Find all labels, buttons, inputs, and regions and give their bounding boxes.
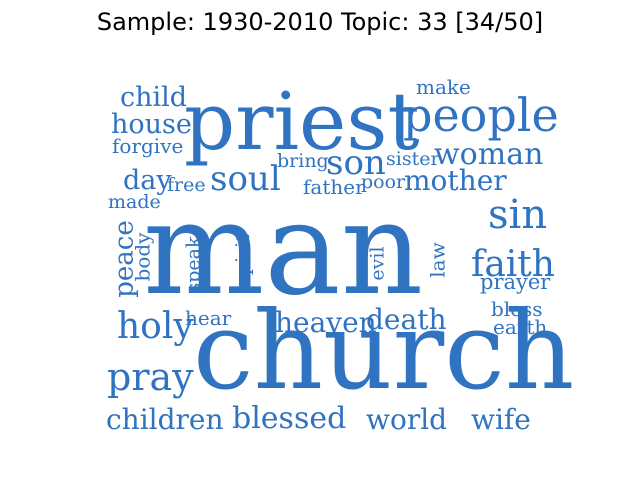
- word-body: body: [130, 232, 155, 282]
- word-people: people: [403, 88, 559, 142]
- word-world: world: [366, 403, 448, 436]
- word-blessed: blessed: [232, 401, 347, 436]
- word-speak: speak: [182, 236, 205, 293]
- word-heaven: heaven: [275, 306, 377, 339]
- word-make: make: [416, 75, 471, 99]
- word-holy: holy: [117, 306, 194, 347]
- word-sin: sin: [488, 192, 548, 238]
- word-day: day: [123, 165, 172, 196]
- word-death: death: [366, 303, 447, 336]
- word-hear: hear: [185, 306, 232, 330]
- word-priest: priest: [184, 75, 420, 168]
- word-bless: bless: [491, 297, 543, 321]
- word-son: son: [326, 143, 386, 183]
- word-woman: woman: [434, 137, 544, 172]
- word-earth: earth: [493, 315, 548, 339]
- word-bring: bring: [277, 150, 329, 172]
- word-made: made: [108, 191, 161, 213]
- word-poor: poor: [361, 171, 406, 193]
- word-free: free: [167, 174, 206, 196]
- word-faith: faith: [471, 244, 555, 285]
- word-law: law: [425, 242, 450, 278]
- word-spirit: spirit: [231, 234, 254, 285]
- word-church: church: [193, 289, 575, 414]
- word-man: man: [143, 175, 424, 324]
- word-wife: wife: [471, 403, 531, 436]
- word-children: children: [106, 403, 224, 436]
- word-soul: soul: [210, 159, 281, 199]
- word-mother: mother: [404, 164, 507, 197]
- word-father: father: [303, 175, 365, 199]
- word-evil: evil: [366, 246, 389, 281]
- word-sister: sister: [386, 148, 440, 170]
- word-child: child: [120, 82, 188, 113]
- word-pray: pray: [107, 355, 194, 399]
- word-prayer: prayer: [480, 270, 551, 294]
- word-forgive: forgive: [112, 134, 184, 158]
- word-house: house: [111, 109, 192, 140]
- plot-title: Sample: 1930-2010 Topic: 33 [34/50]: [96, 8, 544, 36]
